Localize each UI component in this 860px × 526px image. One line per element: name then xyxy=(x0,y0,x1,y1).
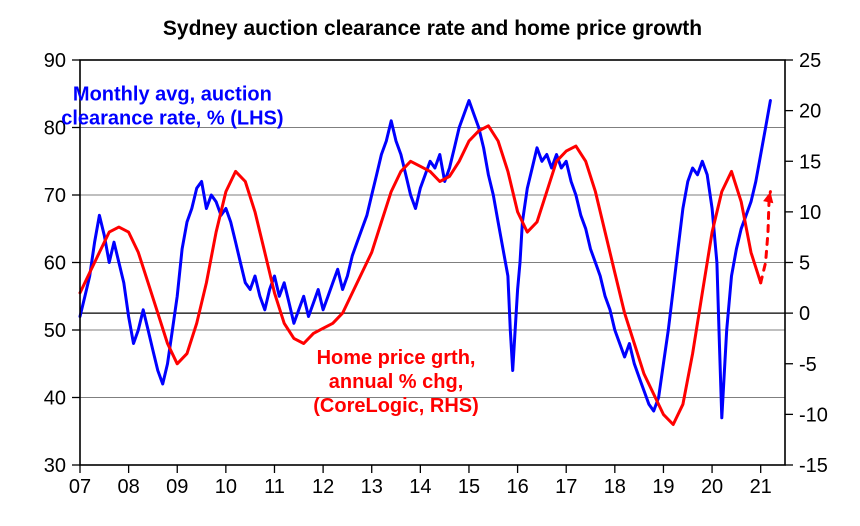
x-tick-label: 07 xyxy=(69,476,91,498)
chart-svg: Sydney auction clearance rate and home p… xyxy=(0,0,860,526)
x-tick-label: 20 xyxy=(701,476,723,498)
x-tick-label: 15 xyxy=(458,476,480,498)
x-tick-label: 11 xyxy=(264,476,285,498)
y-right-tick-label: -10 xyxy=(799,404,828,426)
y-left-tick-label: 40 xyxy=(44,388,66,410)
y-right-tick-label: 5 xyxy=(799,253,810,275)
x-tick-label: 18 xyxy=(604,476,626,498)
x-tick-label: 09 xyxy=(166,476,188,498)
y-right-tick-label: 20 xyxy=(799,101,821,123)
y-right-tick-label: 10 xyxy=(799,202,821,224)
x-tick-label: 14 xyxy=(409,476,431,498)
y-left-tick-label: 90 xyxy=(44,50,66,72)
x-tick-label: 17 xyxy=(555,476,577,498)
y-right-tick-label: 0 xyxy=(799,303,810,325)
x-tick-label: 10 xyxy=(215,476,237,498)
x-tick-label: 12 xyxy=(312,476,334,498)
x-tick-label: 19 xyxy=(652,476,674,498)
chart-container: Sydney auction clearance rate and home p… xyxy=(0,0,860,526)
forecast-arrowhead xyxy=(763,192,773,204)
price-annotation: annual % chg, xyxy=(329,371,463,393)
chart-title: Sydney auction clearance rate and home p… xyxy=(163,17,702,40)
clearance-annotation: clearance rate, % (LHS) xyxy=(61,108,283,130)
y-right-tick-label: -15 xyxy=(799,455,828,477)
x-tick-label: 21 xyxy=(750,476,772,498)
series-price-forecast-line xyxy=(761,192,771,283)
x-tick-label: 13 xyxy=(361,476,383,498)
y-left-tick-label: 50 xyxy=(44,320,66,342)
y-left-tick-label: 70 xyxy=(44,185,66,207)
price-annotation: (CoreLogic, RHS) xyxy=(313,395,479,417)
x-tick-label: 08 xyxy=(117,476,139,498)
y-left-tick-label: 30 xyxy=(44,455,66,477)
price-annotation: Home price grth, xyxy=(317,347,476,369)
y-right-tick-label: 15 xyxy=(799,151,821,173)
clearance-annotation: Monthly avg, auction xyxy=(73,84,272,106)
y-right-tick-label: -5 xyxy=(799,354,817,376)
x-tick-label: 16 xyxy=(506,476,528,498)
y-left-tick-label: 60 xyxy=(44,253,66,275)
y-right-tick-label: 25 xyxy=(799,50,821,72)
